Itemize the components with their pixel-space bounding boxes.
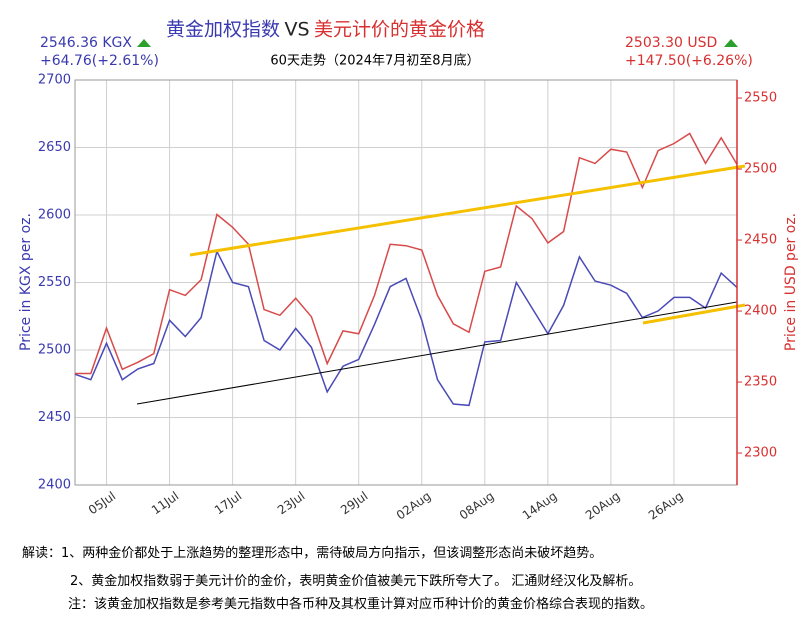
up-icon xyxy=(137,39,151,47)
y2-tick-label: 2550 xyxy=(744,91,777,106)
series-lines xyxy=(74,132,738,407)
x-tick-label: 17Jul xyxy=(212,489,244,518)
right-change: +147.50(+6.26%) xyxy=(625,53,753,69)
x-tick-label: 23Jul xyxy=(275,489,307,518)
y-tick-label: 2500 xyxy=(38,343,71,358)
title-vs: VS xyxy=(284,19,309,41)
y2-tick-label: 2400 xyxy=(744,304,777,319)
left-price: 2546.36 KGX xyxy=(40,35,132,51)
title-right: 美元计价的黄金价格 xyxy=(314,19,485,41)
y-tick-label: 2600 xyxy=(38,208,71,223)
grid xyxy=(75,79,737,486)
y2-tick-label: 2450 xyxy=(744,233,777,248)
x-tick-label: 29Jul xyxy=(338,489,370,518)
trend-line xyxy=(642,303,746,325)
title-left: 黄金加权指数 xyxy=(166,19,280,41)
y-tick-label: 2550 xyxy=(38,275,71,290)
y-tick-label: 2450 xyxy=(38,410,71,425)
trend-line xyxy=(189,164,746,257)
series-line xyxy=(74,249,738,407)
x-tick-label: 05Jul xyxy=(86,489,118,518)
x-tick-label: 20Aug xyxy=(583,489,623,523)
y2-tick-label: 2500 xyxy=(744,162,777,177)
x-tick-label: 11Jul xyxy=(149,489,181,518)
y-axis-label: Price in KGX per oz. xyxy=(18,213,34,351)
x-tick-label: 02Aug xyxy=(394,489,434,523)
x-tick-label: 26Aug xyxy=(646,489,686,523)
up-icon xyxy=(724,39,738,47)
y-tick-label: 2700 xyxy=(38,73,71,88)
note: 注：该黄金加权指数是参考美元指数中各币种及其权重计算对应币种计价的黄金价格综合表… xyxy=(68,597,654,612)
series-line xyxy=(75,132,738,375)
trend-line xyxy=(136,301,738,405)
y-tick-label: 2650 xyxy=(38,140,71,155)
note: 2、黄金加权指数弱于美元计价的金价，表明黄金价值被美元下跌所夸大了。 汇通财经汉… xyxy=(70,574,642,589)
y2-tick-label: 2350 xyxy=(744,375,777,390)
left-change: +64.76(+2.61%) xyxy=(40,53,159,69)
y2-axis-label: Price in USD per oz. xyxy=(783,213,799,351)
chart: 黄金加权指数 VS 美元计价的黄金价格 60天走势（2024年7月初至8月底） … xyxy=(18,19,799,523)
y-tick-label: 2400 xyxy=(38,478,71,493)
x-tick-label: 08Aug xyxy=(457,489,497,523)
subtitle: 60天走势（2024年7月初至8月底） xyxy=(270,53,479,69)
note: 解读：1、两种金价都处于上涨趋势的整理形态中，需待破局方向指示，但该调整形态尚未… xyxy=(22,546,603,561)
right-price: 2503.30 USD xyxy=(625,35,717,51)
x-tick-label: 14Aug xyxy=(520,489,560,523)
y2-tick-label: 2300 xyxy=(744,446,777,461)
